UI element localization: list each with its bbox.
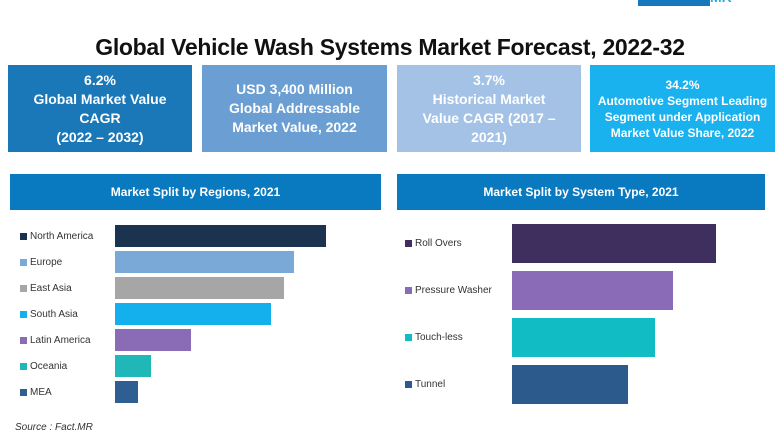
category-label: East Asia: [30, 282, 72, 294]
category-label: North America: [30, 230, 94, 242]
kpi-card: 6.2% Global Market Value CAGR (2022 – 2032): [8, 65, 192, 152]
kpi-card: 34.2% Automotive Segment Leading Segment u…: [590, 65, 775, 152]
kpi-card-line: Historical Market: [432, 90, 546, 107]
legend-swatch: [405, 287, 412, 294]
legend-swatch: [20, 232, 27, 240]
kpi-card-line: CAGR: [79, 109, 121, 126]
kpi-card-line: Automotive Segment Leading: [597, 93, 768, 108]
kpi-card-line: 2021): [471, 128, 507, 145]
kpi-card: USD 3,400 Million Global Addressable Marke…: [202, 65, 387, 152]
kpi-card-line: 34.2%: [665, 77, 700, 92]
bar-pressure-washer: [512, 271, 674, 310]
category-label: Europe: [30, 256, 63, 268]
regions-chart-title: Market Split by Regions, 2021: [10, 174, 381, 210]
category-label: MEA: [30, 386, 52, 398]
kpi-card-line: 3.7%: [473, 71, 505, 88]
kpi-card-line: Global Addressable: [229, 100, 360, 116]
system-type-chart-title: Market Split by System Type, 2021: [397, 174, 765, 210]
kpi-card-line: 6.2%: [84, 71, 116, 88]
legend-label: Tunnel: [405, 378, 445, 392]
legend-swatch: [20, 336, 27, 344]
legend-label: Pressure Washer: [405, 284, 492, 298]
kpi-card-line: Value CAGR (2017 –: [422, 109, 556, 126]
category-label: South Asia: [30, 308, 78, 320]
legend-swatch: [405, 381, 412, 388]
category-label: Latin America: [30, 334, 91, 346]
legend-label: Roll Overs: [405, 237, 462, 251]
kpi-card: 3.7% Historical Market Value CAGR (2017 – 2…: [397, 65, 581, 152]
bar-europe: [115, 251, 295, 273]
kpi-card-line: Global Market Value: [33, 90, 167, 107]
legend-swatch: [405, 334, 412, 341]
bar-latin-america: [115, 329, 191, 351]
kpi-card-line: USD 3,400 Million: [236, 81, 353, 97]
legend-label: South Asia: [20, 307, 78, 321]
legend-label: Latin America: [20, 333, 91, 347]
category-label: Touch-less: [415, 332, 463, 343]
kpi-card-line: Market Value Share, 2022: [610, 125, 755, 140]
legend-swatch: [20, 388, 27, 396]
legend-label: MEA: [20, 385, 52, 399]
kpi-card-line: Segment under Application: [604, 109, 761, 124]
kpi-card-line: (2022 – 2032): [56, 128, 144, 145]
bar-oceania: [115, 355, 151, 377]
legend-label: Touch-less: [405, 331, 463, 345]
bar-roll-overs: [512, 224, 716, 263]
legend-label: Oceania: [20, 359, 67, 373]
legend-swatch: [20, 362, 27, 370]
bar-south-asia: [115, 303, 272, 325]
kpi-card-line: Market Value, 2022: [232, 119, 357, 135]
category-label: Oceania: [30, 360, 68, 372]
bar-east-asia: [115, 277, 284, 299]
source-note: Source : Fact.MR: [15, 422, 93, 433]
bar-north-america: [115, 225, 326, 247]
page-title: Global Vehicle Wash Systems Market Forec…: [95, 34, 685, 60]
legend-swatch: [405, 240, 412, 247]
category-label: Roll Overs: [415, 238, 462, 249]
legend-swatch: [20, 284, 27, 292]
bar-mea: [115, 381, 139, 403]
legend-label: North America: [20, 229, 93, 243]
legend-swatch: [20, 258, 27, 266]
bar-touch-less: [512, 318, 655, 357]
category-label: Pressure Washer: [415, 285, 492, 296]
category-label: Tunnel: [415, 379, 446, 390]
legend-label: Europe: [20, 255, 62, 269]
legend-label: East Asia: [20, 281, 72, 295]
fact-mr-logo: MR: [638, 0, 778, 6]
bar-tunnel: [512, 365, 629, 404]
legend-swatch: [20, 310, 27, 318]
